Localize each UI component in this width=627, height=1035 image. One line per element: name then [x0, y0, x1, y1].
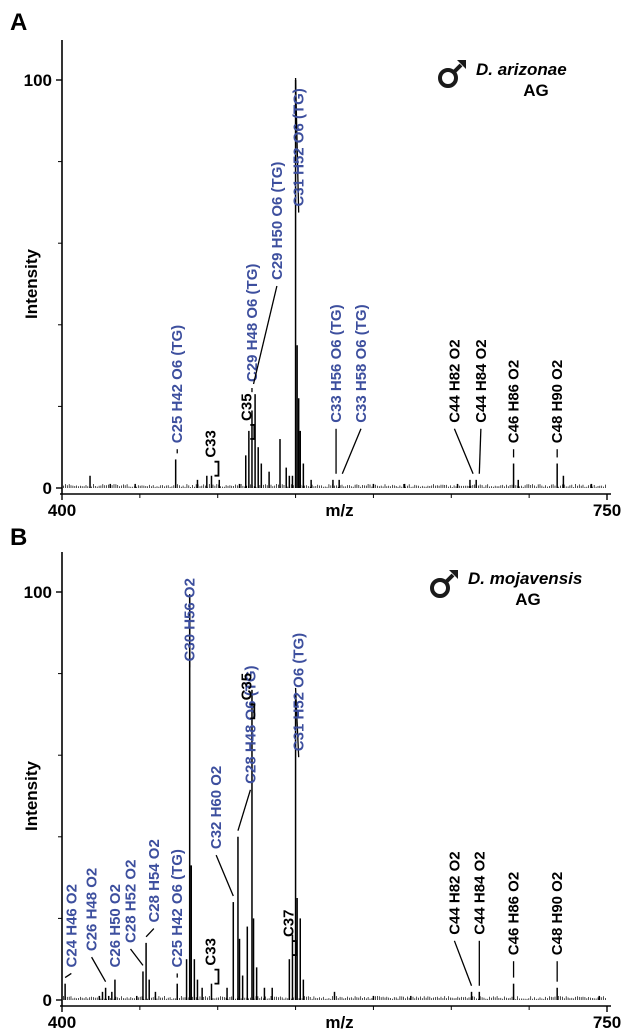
peak-annotation: C44 H82 O2 — [446, 851, 463, 934]
peak-annotation: C28 H52 O2 — [123, 860, 140, 943]
annotation-leader — [453, 940, 473, 986]
annotation-leader — [145, 928, 155, 938]
annotation-bracket — [250, 703, 256, 720]
annotation-bracket — [214, 968, 220, 985]
male-symbol-icon — [438, 68, 458, 88]
peak-annotation: C28 H48 O6 (TG) — [242, 665, 259, 783]
annotation-leader — [478, 428, 482, 474]
annotation-bracket — [292, 940, 298, 956]
x-tick-label: 750 — [593, 1013, 621, 1030]
peak-annotation: C30 H56 O2 — [182, 578, 199, 661]
peak-annotation: C31 H52 O6 (TG) — [291, 88, 308, 206]
species-title: D. arizonae — [476, 60, 567, 79]
annotation-leader — [252, 285, 278, 385]
peak-annotation: C46 H86 O2 — [506, 872, 523, 955]
annotation-leader — [294, 687, 300, 758]
baseline-noise — [63, 484, 606, 488]
y-tick-label: 100 — [24, 583, 52, 602]
y-tick-label: 100 — [24, 71, 52, 90]
tissue-title: AG — [523, 81, 549, 100]
peak-annotation: C25 H42 O6 (TG) — [169, 849, 186, 967]
annotation-leader — [64, 972, 72, 979]
tissue-title: AG — [515, 590, 541, 609]
annotation-leader — [237, 789, 252, 831]
peak-annotation: C26 H48 O2 — [84, 868, 101, 951]
peak-annotation: C33 — [202, 938, 219, 966]
species-title: D. mojavensis — [468, 569, 582, 588]
peak-annotation: C29 H50 O6 (TG) — [269, 162, 286, 280]
peak-annotation: C48 H90 O2 — [549, 360, 566, 443]
peak-annotation: C35 — [238, 673, 255, 701]
peak-annotation: C25 H42 O6 (TG) — [169, 325, 186, 443]
x-tick-label: 400 — [48, 501, 76, 520]
x-tick-label: 750 — [593, 501, 621, 520]
annotation-leader — [294, 77, 300, 213]
annotation-leader — [91, 956, 107, 983]
peak-annotation: C44 H84 O2 — [473, 339, 490, 422]
annotation-leader — [215, 854, 234, 897]
annotation-bracket — [214, 460, 220, 477]
peak-annotation: C26 H50 O2 — [107, 884, 124, 967]
panel-label: A — [10, 9, 27, 36]
peak-annotation: C44 H84 O2 — [471, 851, 488, 934]
peak-annotation: C35 — [238, 393, 255, 421]
y-tick-label: 0 — [43, 479, 52, 498]
annotation-leader — [341, 428, 362, 475]
annotation-leader — [453, 428, 474, 475]
peak-annotation: C29 H48 O6 (TG) — [244, 264, 261, 382]
panel-a: A 100 0 400 750 m/z Intensity C25 H42 O6 (TG) C3… — [10, 9, 621, 520]
y-axis-label: Intensity — [22, 761, 41, 831]
x-tick-label: 400 — [48, 1013, 76, 1030]
y-tick-label: 0 — [43, 991, 52, 1010]
peak-annotation: C44 H82 O2 — [446, 339, 463, 422]
peak-annotation: C48 H90 O2 — [549, 872, 566, 955]
x-axis-label: m/z — [325, 501, 353, 520]
peak-annotation: C33 H58 O6 (TG) — [353, 304, 370, 422]
peak-annotation: C32 H60 O2 — [208, 766, 225, 849]
annotation-bracket — [250, 424, 256, 440]
peak-annotation: C28 H54 O2 — [146, 839, 163, 922]
male-symbol-icon-head — [449, 570, 458, 579]
peak-annotation: C24 H46 O2 — [63, 884, 80, 967]
male-symbol-icon-arrow — [452, 63, 463, 74]
male-symbol-icon — [430, 578, 450, 598]
male-symbol-icon-head — [457, 60, 466, 69]
annotation-leader — [129, 948, 144, 966]
male-symbol-icon-arrow — [444, 573, 455, 584]
panel-label: B — [10, 524, 27, 551]
y-axis-label: Intensity — [22, 249, 41, 319]
peak-annotation: C31 H52 O6 (TG) — [291, 633, 308, 751]
peak-annotation: C37 — [280, 910, 297, 938]
peak-annotation: C33 — [202, 430, 219, 458]
baseline-noise — [63, 996, 606, 1000]
panel-b: B 100 0 400 750 m/z Intensity C24 H46 O2 C26 H48… — [10, 524, 621, 1032]
peak-annotation: C33 H56 O6 (TG) — [328, 304, 345, 422]
x-axis-label: m/z — [325, 1013, 353, 1030]
peak-annotation: C46 H86 O2 — [506, 360, 523, 443]
